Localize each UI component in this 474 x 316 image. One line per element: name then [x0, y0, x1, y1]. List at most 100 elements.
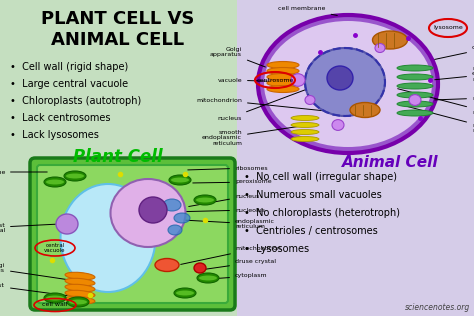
- Text: smooth
endoplasmic
reticulum: smooth endoplasmic reticulum: [202, 125, 305, 146]
- Bar: [237, 0, 474, 316]
- Text: nucleolus: nucleolus: [398, 89, 474, 114]
- Ellipse shape: [163, 199, 181, 211]
- Ellipse shape: [267, 86, 299, 93]
- Text: nucleolus: nucleolus: [171, 208, 265, 212]
- Text: nucleus: nucleus: [189, 193, 259, 207]
- Ellipse shape: [409, 94, 421, 106]
- Text: •  Numerous small vacuoles: • Numerous small vacuoles: [244, 190, 382, 200]
- Text: nucleus: nucleus: [218, 89, 308, 120]
- Ellipse shape: [69, 300, 87, 305]
- Ellipse shape: [305, 48, 385, 116]
- Ellipse shape: [110, 179, 185, 247]
- Ellipse shape: [397, 92, 433, 98]
- Text: cell membrane: cell membrane: [0, 169, 47, 174]
- Text: centrosome: centrosome: [256, 77, 294, 82]
- Ellipse shape: [194, 263, 206, 273]
- Text: nuclear
membrane: nuclear membrane: [401, 105, 474, 133]
- Ellipse shape: [44, 177, 66, 187]
- Ellipse shape: [56, 214, 78, 234]
- Ellipse shape: [46, 295, 64, 301]
- Ellipse shape: [397, 110, 433, 116]
- Text: amyloplast
raphide crystal: amyloplast raphide crystal: [0, 222, 57, 234]
- Ellipse shape: [169, 175, 191, 185]
- Ellipse shape: [267, 68, 299, 75]
- FancyBboxPatch shape: [30, 158, 235, 310]
- Ellipse shape: [264, 21, 432, 147]
- Ellipse shape: [305, 95, 315, 105]
- Ellipse shape: [139, 197, 167, 223]
- Ellipse shape: [65, 296, 95, 304]
- Ellipse shape: [397, 74, 433, 80]
- Ellipse shape: [350, 102, 380, 118]
- Text: •  Centrioles / centrosomes: • Centrioles / centrosomes: [244, 226, 378, 236]
- Text: central
vacuole: central vacuole: [44, 243, 66, 253]
- Text: ribosomes: ribosomes: [188, 166, 268, 171]
- Ellipse shape: [197, 273, 219, 283]
- Ellipse shape: [397, 101, 433, 107]
- Ellipse shape: [61, 184, 155, 292]
- Ellipse shape: [44, 293, 66, 303]
- Ellipse shape: [375, 44, 385, 52]
- Text: ribosome: ribosome: [435, 95, 474, 100]
- Text: lysosome: lysosome: [433, 26, 463, 31]
- Ellipse shape: [66, 173, 84, 179]
- Text: cytoplasm: cytoplasm: [198, 274, 268, 280]
- Text: •  Lack lysosomes: • Lack lysosomes: [10, 130, 99, 140]
- Text: vacuole: vacuole: [218, 77, 291, 82]
- Text: •  Lack centrosomes: • Lack centrosomes: [10, 113, 110, 123]
- Ellipse shape: [267, 74, 299, 81]
- Ellipse shape: [291, 74, 305, 86]
- Ellipse shape: [65, 272, 95, 280]
- Ellipse shape: [291, 130, 319, 135]
- Text: •  Large central vacuole: • Large central vacuole: [10, 79, 128, 89]
- Text: cell membrane: cell membrane: [278, 6, 337, 15]
- Text: •  Cell wall (rigid shape): • Cell wall (rigid shape): [10, 62, 128, 72]
- Ellipse shape: [155, 258, 179, 271]
- Ellipse shape: [196, 198, 214, 203]
- Ellipse shape: [291, 137, 319, 142]
- Ellipse shape: [267, 62, 299, 69]
- Ellipse shape: [291, 123, 319, 127]
- Ellipse shape: [194, 195, 216, 205]
- Text: Golgi
apparatus: Golgi apparatus: [210, 46, 265, 67]
- Text: Plant Cell: Plant Cell: [73, 148, 163, 166]
- Text: •  No cell wall (irregular shape): • No cell wall (irregular shape): [244, 172, 397, 182]
- Ellipse shape: [397, 83, 433, 89]
- Ellipse shape: [373, 31, 408, 49]
- Ellipse shape: [65, 290, 95, 298]
- Text: Golgi
apparatus: Golgi apparatus: [0, 263, 67, 280]
- Ellipse shape: [267, 80, 299, 87]
- Ellipse shape: [65, 284, 95, 292]
- Text: cell wall: cell wall: [42, 302, 68, 307]
- Text: chloroplast: chloroplast: [0, 283, 67, 296]
- Ellipse shape: [64, 171, 86, 181]
- Text: mitochondrion: mitochondrion: [181, 246, 281, 264]
- Text: endoplasmic
reticulum: endoplasmic reticulum: [185, 219, 275, 229]
- Text: peroxisome: peroxisome: [193, 179, 272, 185]
- Ellipse shape: [291, 116, 319, 120]
- Ellipse shape: [327, 66, 353, 90]
- Text: sciencenotes.org: sciencenotes.org: [405, 303, 470, 312]
- Ellipse shape: [46, 179, 64, 185]
- Ellipse shape: [168, 225, 182, 235]
- Ellipse shape: [65, 278, 95, 286]
- Bar: [0, 0, 237, 316]
- Ellipse shape: [332, 119, 344, 131]
- Ellipse shape: [397, 65, 433, 71]
- Text: •  No chloroplasts (heterotroph): • No chloroplasts (heterotroph): [244, 208, 400, 218]
- Text: Animal Cell: Animal Cell: [342, 155, 438, 170]
- Text: •  Lysosomes: • Lysosomes: [244, 244, 309, 254]
- Text: druse crystal: druse crystal: [203, 259, 276, 270]
- Ellipse shape: [67, 297, 89, 307]
- Text: •  Chloroplasts (autotroph): • Chloroplasts (autotroph): [10, 96, 141, 106]
- Text: PLANT CELL VS
ANIMAL CELL: PLANT CELL VS ANIMAL CELL: [41, 10, 195, 49]
- Ellipse shape: [258, 15, 438, 153]
- Ellipse shape: [174, 213, 190, 223]
- Ellipse shape: [176, 290, 194, 295]
- Ellipse shape: [199, 276, 217, 281]
- Ellipse shape: [174, 288, 196, 298]
- FancyBboxPatch shape: [37, 165, 228, 303]
- Text: mitochondrion: mitochondrion: [196, 98, 352, 114]
- Ellipse shape: [171, 178, 189, 183]
- Text: cytoplasm: cytoplasm: [435, 46, 474, 59]
